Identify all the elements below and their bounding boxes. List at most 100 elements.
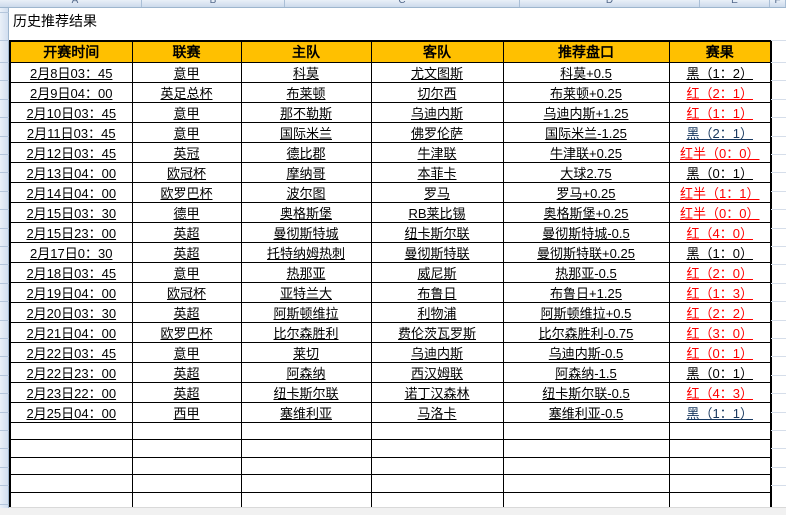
cell-handicap[interactable]: 奥格斯堡+0.25	[502, 202, 670, 223]
cell-league[interactable]: 欧罗巴杯	[131, 322, 242, 343]
excel-column-header-E[interactable]: E	[700, 0, 770, 7]
cell-league[interactable]: 英冠	[131, 142, 242, 163]
cell-home[interactable]: 波尔图	[240, 182, 372, 203]
cell-result[interactable]: 红（2：2）	[668, 302, 772, 323]
cell-handicap[interactable]: 纽卡斯尔联-0.5	[502, 382, 670, 403]
cell-time[interactable]: 2月17日0：30	[9, 242, 133, 263]
cell-away[interactable]: 罗马	[370, 182, 504, 203]
cell-time[interactable]: 2月13日04：00	[9, 162, 133, 183]
cell-result[interactable]: 红（3：0）	[668, 322, 772, 343]
cell-time[interactable]: 2月23日22：00	[9, 382, 133, 403]
cell-time[interactable]: 2月8日03：45	[9, 62, 133, 83]
cell-result[interactable]: 红半（0：0）	[668, 142, 772, 163]
cell-empty[interactable]	[370, 421, 504, 441]
cell-time[interactable]: 2月22日23：00	[9, 362, 133, 383]
cell-away[interactable]: 佛罗伦萨	[370, 122, 504, 143]
cell-away[interactable]: 本菲卡	[370, 162, 504, 183]
cell-empty[interactable]	[668, 456, 772, 476]
column-header-time[interactable]: 开赛时间	[9, 40, 133, 63]
cell-home[interactable]: 奥格斯堡	[240, 202, 372, 223]
cell-result[interactable]: 黑（1：0）	[668, 242, 772, 263]
cell-league[interactable]: 西甲	[131, 402, 242, 423]
cell-away[interactable]: 乌迪内斯	[370, 342, 504, 363]
cell-empty[interactable]	[240, 456, 372, 476]
cell-away[interactable]: 尤文图斯	[370, 62, 504, 83]
cell-empty[interactable]	[131, 439, 242, 458]
cell-time[interactable]: 2月19日04：00	[9, 282, 133, 303]
cell-time[interactable]: 2月10日03：45	[9, 102, 133, 123]
cell-time[interactable]: 2月25日04：00	[9, 402, 133, 423]
cell-home[interactable]: 阿森纳	[240, 362, 372, 383]
cell-empty[interactable]	[9, 456, 133, 476]
cell-time[interactable]: 2月21日04：00	[9, 322, 133, 343]
cell-home[interactable]: 纽卡斯尔联	[240, 382, 372, 403]
excel-column-header-A[interactable]: A	[9, 0, 142, 7]
cell-handicap[interactable]: 牛津联+0.25	[502, 142, 670, 163]
cell-empty[interactable]	[668, 439, 772, 458]
cell-time[interactable]: 2月9日04：00	[9, 82, 133, 103]
cell-home[interactable]: 那不勒斯	[240, 102, 372, 123]
cell-league[interactable]: 意甲	[131, 62, 242, 83]
cell-empty[interactable]	[502, 421, 670, 441]
cell-result[interactable]: 红（1：3）	[668, 282, 772, 303]
cell-result[interactable]: 红（4：0）	[668, 222, 772, 243]
cell-league[interactable]: 英超	[131, 222, 242, 243]
cell-league[interactable]: 英超	[131, 242, 242, 263]
cell-league[interactable]: 英超	[131, 302, 242, 323]
cell-handicap[interactable]: 比尔森胜利-0.75	[502, 322, 670, 343]
cell-away[interactable]: 曼彻斯特联	[370, 242, 504, 263]
cell-result[interactable]: 红（4：3）	[668, 382, 772, 403]
excel-column-header-C[interactable]: C	[285, 0, 520, 7]
cell-home[interactable]: 比尔森胜利	[240, 322, 372, 343]
cell-handicap[interactable]: 布莱顿+0.25	[502, 82, 670, 103]
cell-empty[interactable]	[370, 439, 504, 458]
column-header-handicap[interactable]: 推荐盘口	[502, 40, 670, 63]
cell-home[interactable]: 塞维利亚	[240, 402, 372, 423]
cell-time[interactable]: 2月22日03：45	[9, 342, 133, 363]
cell-result[interactable]: 红半（1：1）	[668, 182, 772, 203]
cell-league[interactable]: 意甲	[131, 262, 242, 283]
cell-result[interactable]: 黑（1：2）	[668, 62, 772, 83]
cell-empty[interactable]	[240, 474, 372, 493]
cell-empty[interactable]	[9, 474, 133, 493]
cell-league[interactable]: 意甲	[131, 342, 242, 363]
cell-handicap[interactable]: 曼彻斯特联+0.25	[502, 242, 670, 263]
cell-handicap[interactable]: 大球2.75	[502, 162, 670, 183]
cell-home[interactable]: 摩纳哥	[240, 162, 372, 183]
cell-league[interactable]: 意甲	[131, 122, 242, 143]
cell-handicap[interactable]: 罗马+0.25	[502, 182, 670, 203]
cell-home[interactable]: 国际米兰	[240, 122, 372, 143]
cell-time[interactable]: 2月12日03：45	[9, 142, 133, 163]
cell-result[interactable]: 黑（0：1）	[668, 162, 772, 183]
column-header-home[interactable]: 主队	[240, 40, 372, 63]
cell-home[interactable]: 热那亚	[240, 262, 372, 283]
column-header-league[interactable]: 联赛	[131, 40, 242, 63]
cell-time[interactable]: 2月15日03：30	[9, 202, 133, 223]
cell-league[interactable]: 意甲	[131, 102, 242, 123]
column-header-away[interactable]: 客队	[370, 40, 504, 63]
cell-handicap[interactable]: 布鲁日+1.25	[502, 282, 670, 303]
cell-result[interactable]: 红（2：0）	[668, 262, 772, 283]
cell-home[interactable]: 阿斯顿维拉	[240, 302, 372, 323]
cell-empty[interactable]	[131, 474, 242, 493]
cell-home[interactable]: 科莫	[240, 62, 372, 83]
cell-home[interactable]: 托特纳姆热刺	[240, 242, 372, 263]
cell-handicap[interactable]: 国际米兰-1.25	[502, 122, 670, 143]
cell-result[interactable]: 红半（0：0）	[668, 202, 772, 223]
cell-home[interactable]: 德比郡	[240, 142, 372, 163]
cell-time[interactable]: 2月18日03：45	[9, 262, 133, 283]
cell-handicap[interactable]: 阿斯顿维拉+0.5	[502, 302, 670, 323]
cell-away[interactable]: 诺丁汉森林	[370, 382, 504, 403]
cell-result[interactable]: 红（2：1）	[668, 82, 772, 103]
column-header-result[interactable]: 赛果	[668, 40, 772, 63]
cell-result[interactable]: 黑（0：1）	[668, 362, 772, 383]
cell-handicap[interactable]: 科莫+0.5	[502, 62, 670, 83]
cell-handicap[interactable]: 热那亚-0.5	[502, 262, 670, 283]
cell-home[interactable]: 曼彻斯特城	[240, 222, 372, 243]
cell-league[interactable]: 英超	[131, 382, 242, 403]
cell-league[interactable]: 欧罗巴杯	[131, 182, 242, 203]
cell-handicap[interactable]: 阿森纳-1.5	[502, 362, 670, 383]
cell-home[interactable]: 亚特兰大	[240, 282, 372, 303]
cell-handicap[interactable]: 乌迪内斯+1.25	[502, 102, 670, 123]
excel-column-header-F[interactable]: F	[770, 0, 786, 7]
